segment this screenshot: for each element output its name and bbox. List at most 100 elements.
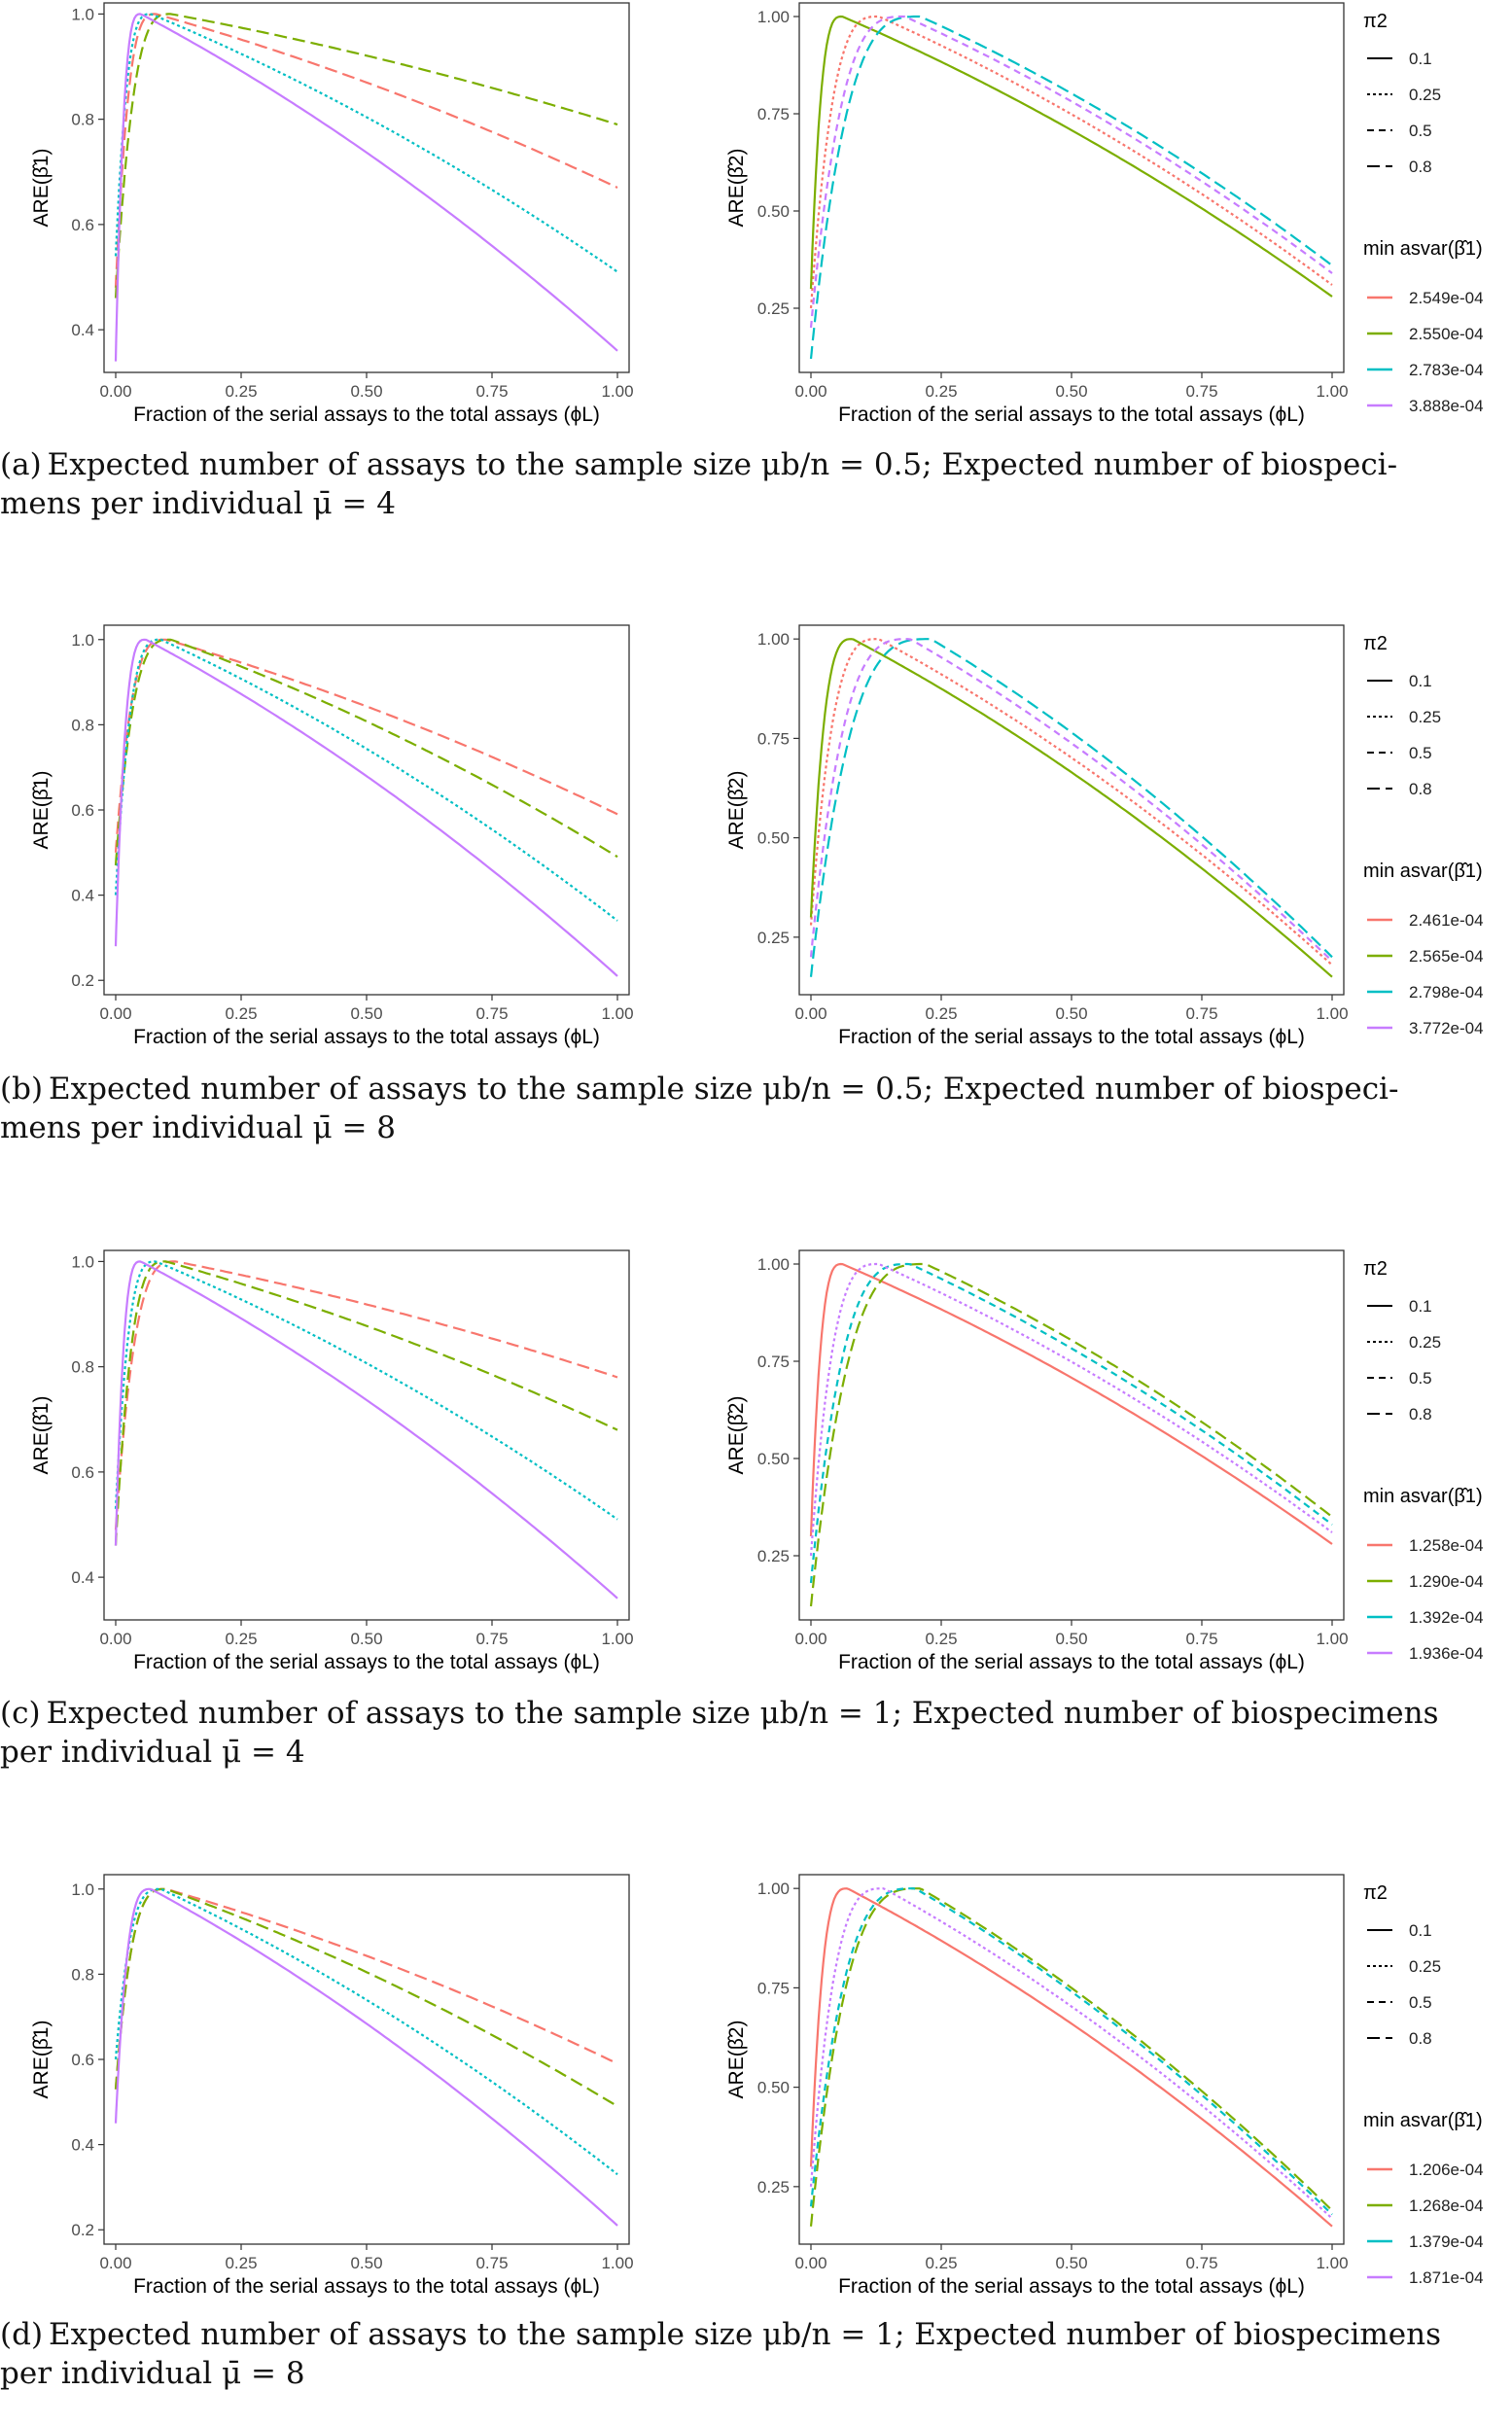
- panel-c-left-xtick-label: 0.50: [350, 1630, 382, 1648]
- panel-b-left-series-line-purple: [114, 638, 618, 977]
- panel-a-right-series-line-purple: [809, 15, 1333, 329]
- panel-b-right-xtick-label: 0.50: [1055, 1004, 1087, 1023]
- panel-c-left-series-line-green: [114, 1260, 618, 1546]
- panel-b-left-xtick-label: 0.50: [350, 1004, 382, 1023]
- panel-b-legend-title-pi2: π2: [1363, 633, 1388, 654]
- panel-c-right-xtick-label: 1.00: [1316, 1630, 1348, 1648]
- panel-d-left-series-line-cyan: [114, 1887, 618, 2176]
- panel-d-left-ytick-label: 0.8: [71, 1965, 94, 1984]
- panel-a-right-xtick-label: 1.00: [1316, 382, 1348, 401]
- panel-d-legend-color-label: 1.379e-04: [1409, 2232, 1484, 2251]
- panel-b-right-series-line-green: [809, 638, 1333, 978]
- panel-c-legend-title-pi2: π2: [1363, 1258, 1388, 1280]
- panel-a-legend-color-label: 2.783e-04: [1409, 361, 1484, 379]
- panel-a-legend-title-pi2: π2: [1363, 11, 1388, 32]
- panel-d-legend-title-asvar: min asvar(β̂1): [1363, 2110, 1483, 2131]
- panel-d-legend-color-label: 1.268e-04: [1409, 2197, 1484, 2215]
- panel-d-right-xtick-label: 0.00: [794, 2254, 826, 2272]
- panel-c-right-series-line-green: [809, 1262, 1333, 1607]
- caption-c-line2: per individual μ̄ = 4: [0, 1735, 305, 1770]
- panel-b-left-ytick-label: 0.6: [71, 801, 94, 820]
- figure-panel-a: 0.4 0.6 0.8 1.0 0.00 0.25 0.50 0.75 1.00 Fraction…: [0, 0, 1512, 525]
- panel-b-right-ytick-label: 0.75: [757, 729, 790, 748]
- panel-a-right-ytick-label: 0.75: [757, 105, 790, 123]
- panel-b-right-x-axis-label: Fraction of the serial assays to the tot…: [838, 1026, 1305, 1048]
- figure-panel-b: 0.2 0.4 0.6 0.8 1.0 0.00 0.25 0.50 0.75 1.00 Fract…: [0, 622, 1512, 1147]
- panel-b-right-xtick-label: 1.00: [1316, 1004, 1348, 1023]
- panel-c-left-xtick-label: 0.75: [475, 1630, 508, 1648]
- panel-b-left-y-axis-label: ARE(β̂1): [30, 771, 53, 850]
- panel-b-right-y-axis-label: ARE(β̂2): [725, 771, 748, 850]
- panel-b-left-ytick-label: 0.8: [71, 716, 94, 734]
- panel-d-left-ytick-label: 1.0: [71, 1880, 94, 1899]
- panel-d-svg: 0.20.40.60.81.00.00 0.25 0.50 0.75 1.00Fract…: [30, 1874, 1484, 2298]
- caption-a-label: (a): [0, 447, 42, 482]
- panel-a-right-x-axis-label: Fraction of the serial assays to the tot…: [838, 404, 1305, 426]
- panel-c-right-x-axis-label: Fraction of the serial assays to the tot…: [838, 1651, 1305, 1673]
- panel-a-right-ytick-label: 0.25: [757, 299, 790, 318]
- panel-a-legend-linetype-label: 0.25: [1409, 86, 1441, 104]
- panel-c-right-plot-frame: [798, 1249, 1345, 1621]
- panel-b-left-series-line-cyan: [114, 638, 618, 922]
- panel-a-right-series-line-green: [809, 15, 1333, 298]
- panel-d-right-xtick-label: 1.00: [1316, 2254, 1348, 2272]
- panel-d-left-series-line-purple: [114, 1887, 618, 2227]
- panel-d-right-ytick-label: 1.00: [757, 1880, 790, 1898]
- panel-a-left-xtick-label: 0.75: [475, 382, 508, 401]
- panel-c-legend-color-label: 1.392e-04: [1409, 1608, 1484, 1627]
- panel-a-right-xtick-label: 0.50: [1055, 382, 1087, 401]
- panel-b-legend-color-label: 2.565e-04: [1409, 947, 1484, 966]
- panel-c-left-series-line-purple: [114, 1260, 618, 1599]
- panel-b-left-plot-frame: [103, 624, 630, 996]
- panel-a-legend-linetype-label: 0.8: [1409, 158, 1432, 176]
- panel-c-right-xtick-label: 0.75: [1185, 1630, 1217, 1648]
- panel-a-right-series-line-red: [809, 15, 1333, 309]
- panel-b-left-series-line-green: [114, 638, 618, 866]
- panel-a-left-ytick-label: 1.0: [71, 5, 94, 23]
- panel-d-left-xtick-label: 0.25: [225, 2254, 257, 2272]
- panel-a-left-xtick-label: 1.00: [601, 382, 633, 401]
- panel-b-right-series-line-cyan: [809, 638, 1333, 977]
- panel-a-right-series-line-cyan: [809, 15, 1333, 360]
- panel-d-right-ytick-label: 0.25: [757, 2178, 790, 2197]
- panel-b-left-x-axis-label: Fraction of the serial assays to the tot…: [133, 1026, 600, 1048]
- panel-c-right-series-line-red: [809, 1262, 1333, 1545]
- panel-b-right-xtick-label: 0.25: [925, 1004, 957, 1023]
- panel-d-left-plot-frame: [103, 1874, 630, 2245]
- panel-a-right-xtick-label: 0.25: [925, 382, 957, 401]
- panel-a-left-plot-frame: [103, 2, 630, 373]
- panel-c-right-y-axis-label: ARE(β̂2): [725, 1396, 748, 1475]
- panel-d-right-x-axis-label: Fraction of the serial assays to the tot…: [838, 2275, 1305, 2298]
- panel-a-left-series-line-green: [114, 13, 618, 299]
- panel-a-left-ytick-label: 0.6: [71, 216, 94, 234]
- panel-c-right-series-line-cyan: [809, 1262, 1333, 1584]
- panel-b-left-ytick-label: 0.4: [71, 887, 94, 905]
- caption-b: (b) Expected number of assays to the samp…: [0, 1070, 1510, 1147]
- panel-d-right-xtick-label: 0.25: [925, 2254, 957, 2272]
- panel-d-right-ytick-label: 0.75: [757, 1979, 790, 1997]
- panel-c-legend-linetype-label: 0.1: [1409, 1297, 1432, 1316]
- panel-c-left-ytick-label: 0.8: [71, 1358, 94, 1377]
- caption-c-label: (c): [0, 1696, 41, 1731]
- panel-c-left-ytick-label: 1.0: [71, 1252, 94, 1271]
- panel-d-right-plot-frame: [798, 1874, 1345, 2245]
- panel-b-right-xtick-label: 0.75: [1185, 1004, 1217, 1023]
- caption-a-line2: mens per individual μ̄ = 4: [0, 486, 397, 521]
- panel-b-right-ytick-label: 0.50: [757, 829, 790, 848]
- panel-a-left-xtick-label: 0.00: [99, 382, 131, 401]
- panel-b-legend-color-label: 2.461e-04: [1409, 911, 1484, 930]
- panel-b-legend-linetype-label: 0.1: [1409, 672, 1432, 690]
- panel-b-right-series-line-red: [809, 638, 1333, 966]
- panel-d-right-ytick-label: 0.50: [757, 2079, 790, 2097]
- caption-a: (a) Expected number of assays to the samp…: [0, 445, 1510, 523]
- panel-c-left-y-axis-label: ARE(β̂1): [30, 1396, 53, 1475]
- panel-b-legend-color-label: 3.772e-04: [1409, 1019, 1484, 1037]
- panel-d-legend-linetype-label: 0.8: [1409, 2029, 1432, 2048]
- panel-b-left-xtick-label: 0.75: [475, 1004, 508, 1023]
- panel-a-right-plot-frame: [798, 2, 1345, 373]
- panel-c-right-ytick-label: 0.75: [757, 1353, 790, 1371]
- caption-c-line1: Expected number of assays to the sample …: [46, 1696, 1439, 1731]
- caption-d-label: (d): [0, 2317, 44, 2352]
- panel-a-left-xtick-label: 0.50: [350, 382, 382, 401]
- panel-d-left-y-axis-label: ARE(β̂1): [30, 2021, 53, 2099]
